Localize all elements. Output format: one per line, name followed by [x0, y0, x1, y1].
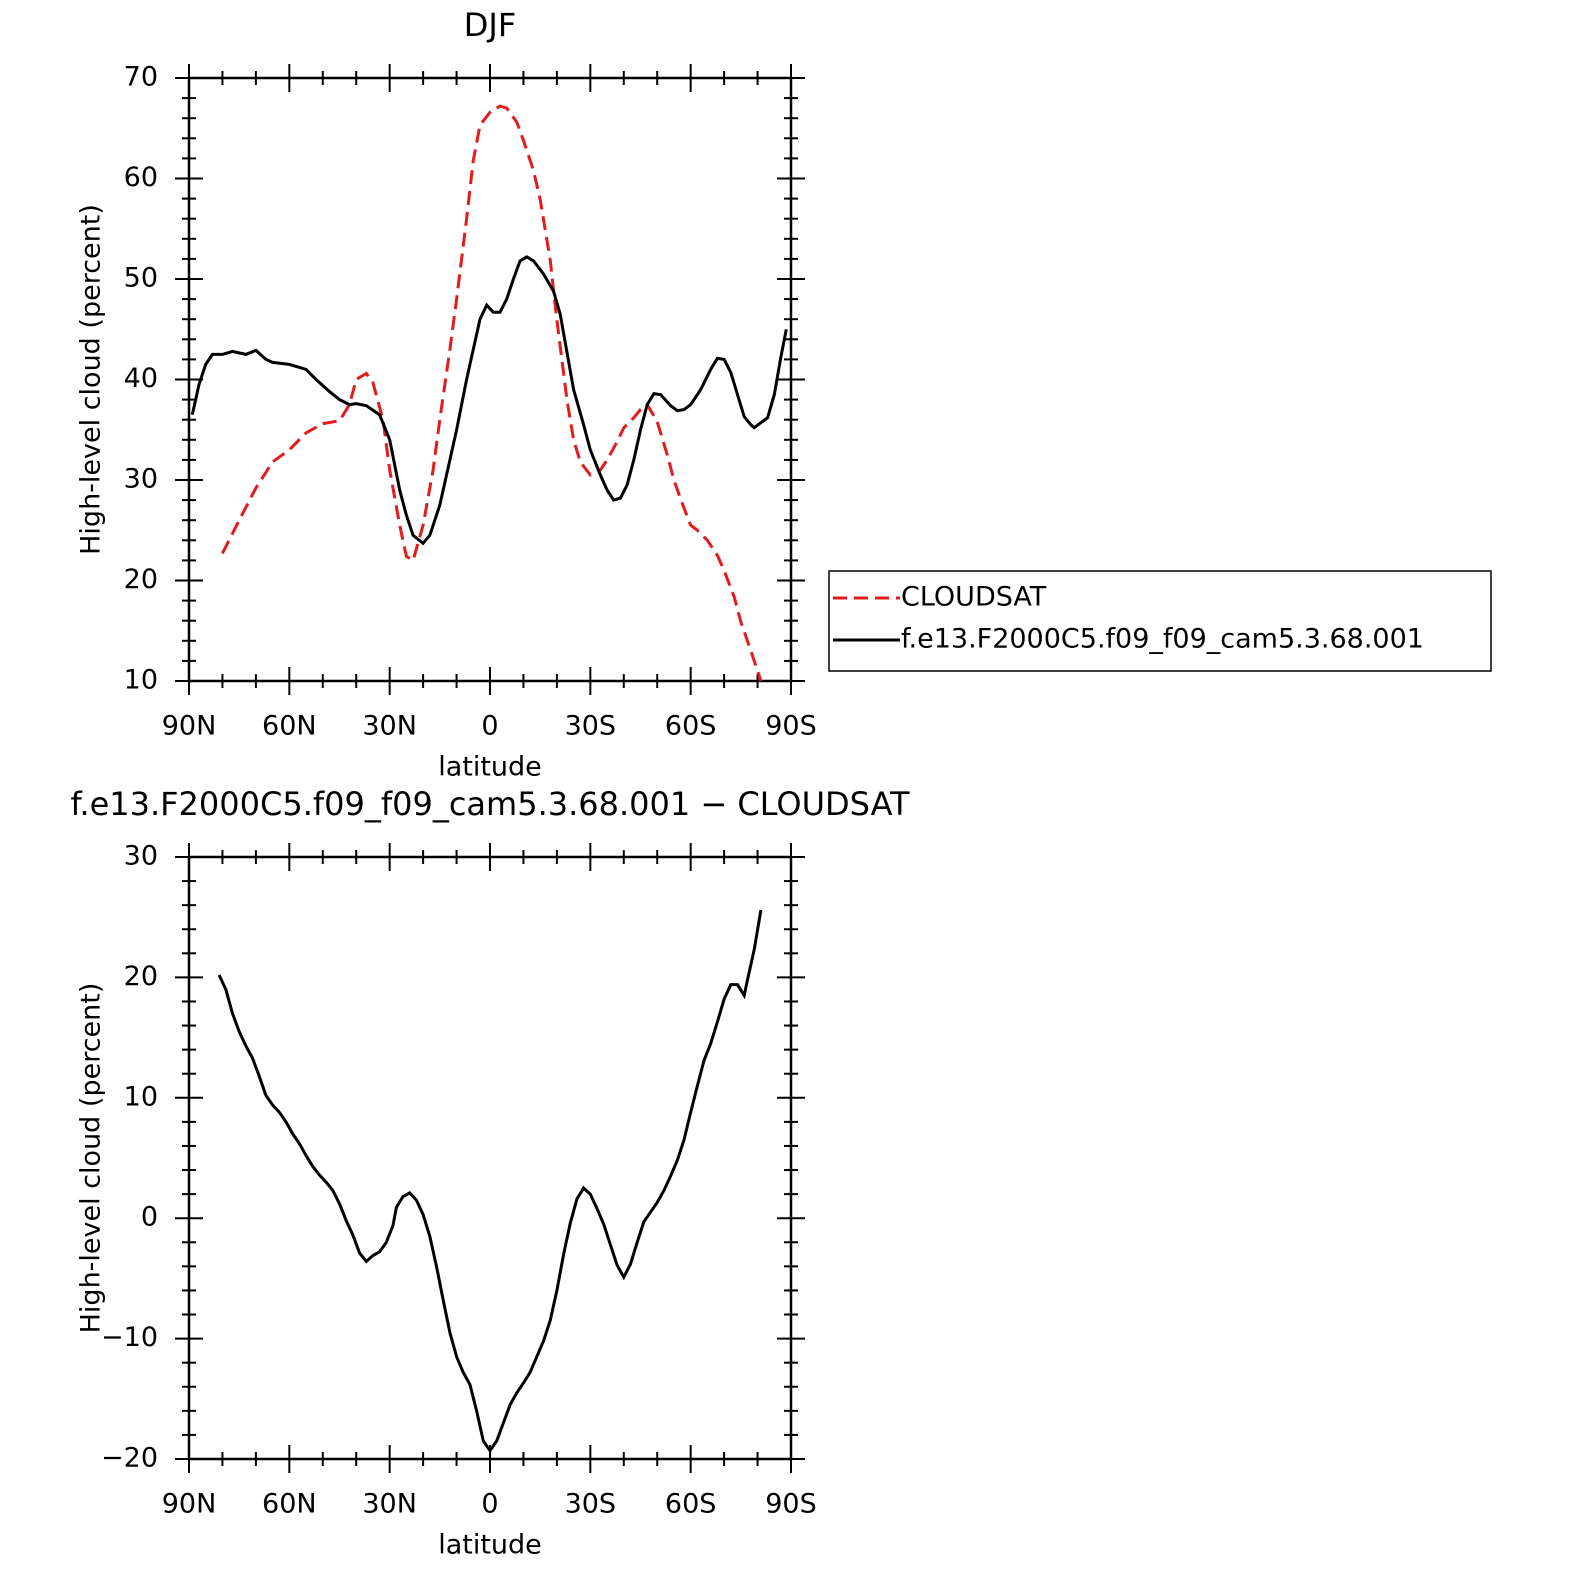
y-tick-label: 20 — [124, 564, 158, 595]
x-tick-label: 60S — [665, 1489, 717, 1520]
x-tick-label: 60N — [262, 1489, 317, 1520]
chart-title: DJF — [464, 6, 516, 44]
x-axis-label: latitude — [438, 1530, 542, 1561]
x-tick-label: 90S — [765, 711, 817, 742]
x-tick-label: 90S — [765, 1489, 817, 1520]
x-tick-label: 30N — [362, 711, 417, 742]
y-tick-label: −20 — [101, 1443, 158, 1474]
plot-frame — [187, 76, 793, 683]
data-line — [221, 104, 763, 682]
x-tick-label: 0 — [481, 1489, 498, 1520]
y-axis-label: High-level cloud (percent) — [76, 204, 107, 555]
x-tick-label: 60N — [262, 711, 317, 742]
x-tick-label: 30S — [565, 1489, 617, 1520]
y-tick-label: −10 — [101, 1322, 158, 1353]
data-line — [190, 255, 788, 546]
y-tick-label: 10 — [124, 1081, 158, 1112]
y-tick-label: 0 — [141, 1202, 158, 1233]
x-tick-label: 60S — [665, 711, 717, 742]
x-tick-label: 90N — [162, 711, 217, 742]
data-line — [217, 909, 763, 1454]
y-tick-label: 50 — [124, 263, 158, 294]
x-axis-label: latitude — [438, 752, 542, 783]
y-axis-label: High-level cloud (percent) — [76, 983, 107, 1334]
plot-frame — [187, 855, 793, 1461]
y-tick-label: 30 — [124, 464, 158, 495]
y-tick-label: 60 — [124, 162, 158, 193]
y-tick-label: 30 — [124, 841, 158, 872]
x-tick-label: 0 — [481, 711, 498, 742]
legend-box — [828, 570, 1492, 672]
legend-label: f.e13.F2000C5.f09_f09_cam5.3.68.001 — [901, 624, 1424, 655]
legend-label: CLOUDSAT — [901, 582, 1047, 613]
y-tick-label: 10 — [124, 665, 158, 696]
x-tick-label: 90N — [162, 1489, 217, 1520]
y-tick-label: 70 — [124, 62, 158, 93]
y-tick-label: 20 — [124, 961, 158, 992]
chart-title: f.e13.F2000C5.f09_f09_cam5.3.68.001 − CL… — [70, 785, 910, 823]
x-tick-label: 30S — [565, 711, 617, 742]
x-tick-label: 30N — [362, 1489, 417, 1520]
y-tick-label: 40 — [124, 363, 158, 394]
